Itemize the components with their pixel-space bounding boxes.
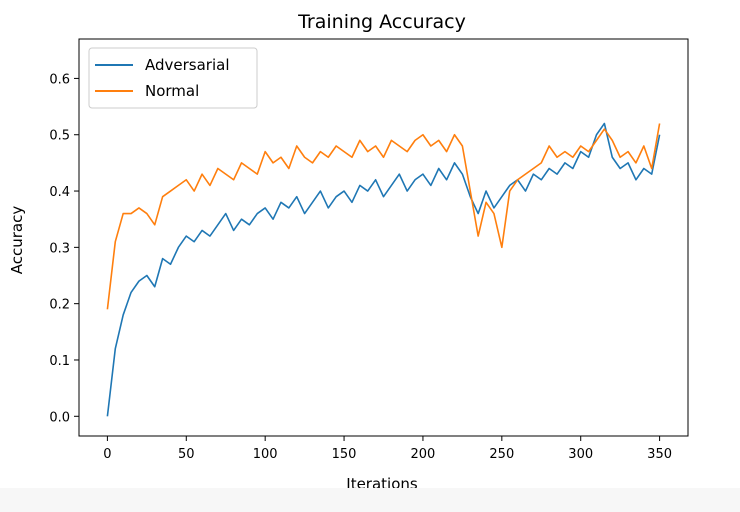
x-tick-label: 150 — [332, 447, 357, 462]
x-tick-label: 0 — [103, 447, 111, 462]
plot-frame — [78, 38, 689, 437]
x-tick-label: 250 — [489, 447, 514, 462]
y-axis-label: Accuracy — [8, 206, 26, 275]
x-tick-label: 100 — [253, 447, 278, 462]
legend: Adversarial Normal — [88, 47, 258, 109]
legend-box — [88, 47, 258, 109]
y-tick-label: 0.1 — [49, 354, 70, 369]
legend-label-adversarial: Adversarial — [145, 56, 230, 74]
y-tick-label: 0.2 — [49, 298, 70, 313]
y-tick-label: 0.4 — [49, 185, 70, 200]
y-tick-label: 0.0 — [49, 410, 70, 425]
y-tick-label: 0.6 — [49, 72, 70, 87]
x-tick-label: 300 — [568, 447, 593, 462]
x-tick-label: 200 — [411, 447, 436, 462]
plot-area: 0 50 100 150 200 250 300 350 0.0 0.1 0.2 0.3 0.4 0.5 0… — [49, 38, 689, 462]
series-line-adversarial — [106, 122, 661, 417]
x-tick-label: 350 — [647, 447, 672, 462]
y-tick-label: 0.5 — [49, 129, 70, 144]
x-tick-label: 50 — [178, 447, 195, 462]
y-tick-label: 0.3 — [49, 241, 70, 256]
chart-title: Training Accuracy — [297, 11, 466, 33]
bottom-band — [0, 488, 740, 512]
series-line-normal — [106, 123, 661, 310]
legend-label-normal: Normal — [145, 82, 199, 100]
